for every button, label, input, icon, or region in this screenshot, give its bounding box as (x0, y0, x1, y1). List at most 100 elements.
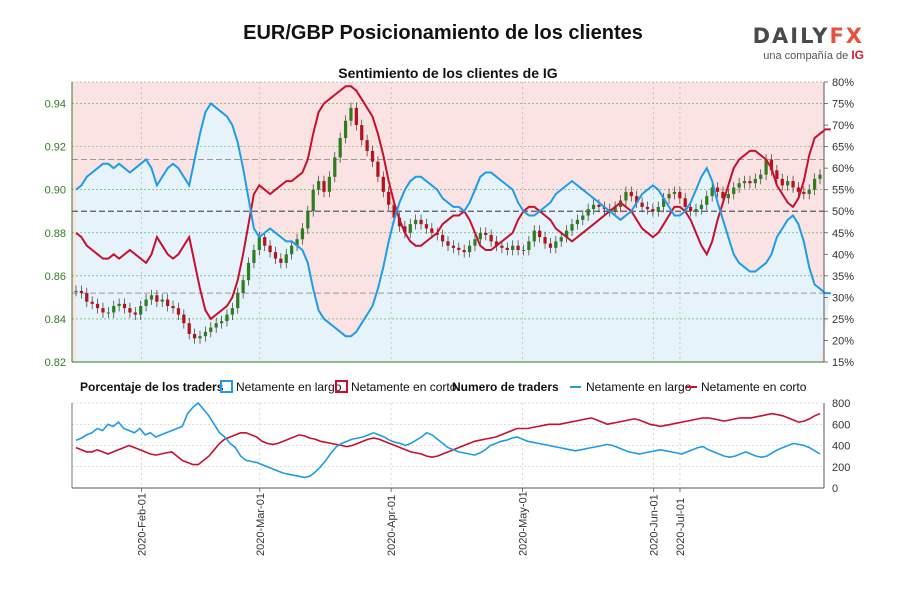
legend-pct-title: Porcentaje de los traders (80, 380, 224, 394)
candle-body (759, 174, 763, 179)
candle-body (290, 245, 294, 255)
trader-count-panel: 0 200 400 600 800 2020-Feb-01 2020-Mar-01 2020-… (71, 398, 850, 556)
candle-body (214, 323, 218, 328)
candle-body (742, 181, 747, 184)
candle-body (532, 230, 536, 242)
net-short-count-line (75, 412, 821, 466)
count-tick-label: 600 (832, 419, 850, 431)
candle-body (732, 187, 736, 194)
candle-body (176, 308, 181, 315)
candle-body (79, 290, 84, 294)
candle-body (128, 308, 132, 313)
candle-body (521, 250, 526, 251)
logo-word-b: FX (829, 24, 864, 48)
candle-body (484, 232, 488, 235)
candle-body (117, 303, 121, 306)
candle-body (166, 299, 170, 306)
candle-body (144, 299, 148, 306)
candle-body (715, 187, 720, 192)
candle-body (796, 187, 801, 192)
candle-body (370, 150, 375, 162)
candle-body (775, 170, 779, 179)
candle-body (802, 191, 806, 194)
pct-tick-label: 40% (832, 249, 854, 261)
candle-body (365, 140, 369, 151)
candle-body (300, 228, 305, 240)
candle-body (268, 245, 272, 253)
candle-body (252, 250, 256, 263)
candle-body (478, 232, 482, 240)
candle-body (591, 204, 596, 210)
date-tick-label: 2020-Jul-01 (675, 498, 687, 556)
candle-body (322, 181, 326, 192)
candle-body (279, 258, 283, 263)
candle-body (182, 314, 186, 324)
candle-body (192, 334, 197, 339)
candle-body (613, 206, 617, 212)
candle-body (548, 243, 553, 248)
legend-num-title: Numero de traders (452, 380, 559, 394)
date-tick-label: 2020-May-01 (517, 491, 529, 556)
candle-body (392, 204, 396, 218)
candle-body (769, 159, 774, 171)
candle-body (155, 295, 159, 302)
candle-body (230, 308, 234, 315)
candle-body (95, 303, 100, 309)
candle-body (597, 204, 601, 207)
candle-body (473, 239, 477, 246)
candle-body (581, 215, 585, 220)
net-short-pct-line (75, 85, 831, 321)
candle-body (694, 209, 698, 212)
date-tick-label: 2020-Apr-01 (386, 495, 398, 556)
candle-body (149, 295, 154, 300)
page-title: EUR/GBP Posicionamiento de los clientes (243, 22, 643, 44)
candle-body (90, 301, 94, 304)
candle-body (85, 293, 89, 302)
candle-body (494, 241, 499, 246)
candle-body (225, 314, 229, 322)
pct-tick-label: 35% (832, 271, 854, 283)
pct-tick-label: 45% (832, 228, 854, 240)
candle-body (564, 230, 569, 238)
candle-body (586, 209, 590, 216)
logo-tagline: una compañía de IG (763, 48, 864, 62)
candle-body (387, 191, 391, 205)
price-tick-label: 0.88 (45, 228, 66, 240)
dailyfx-logo[interactable]: DAILYFX una compañía de IG (752, 24, 870, 66)
pct-tick-label: 50% (832, 206, 854, 218)
candle-body (640, 202, 644, 207)
candle-body (807, 189, 811, 194)
candle-body (133, 312, 137, 315)
candle-body (171, 306, 175, 309)
candle-body (791, 181, 795, 188)
candle-body (424, 224, 429, 229)
candle-body (338, 138, 342, 158)
candle-body (419, 219, 423, 225)
candle-body (160, 299, 164, 302)
price-tick-label: 0.92 (45, 142, 66, 154)
candle-body (74, 290, 78, 292)
candle-body (440, 234, 445, 242)
candle-body (112, 306, 116, 313)
legend-pct-long-label: Netamente en largo (236, 380, 342, 394)
candle-body (635, 196, 639, 203)
candle-body (780, 178, 784, 186)
candle-body (559, 237, 563, 242)
pct-tick-label: 80% (832, 77, 854, 89)
candle-body (209, 327, 213, 332)
candle-body (219, 321, 224, 324)
pct-tick-label: 70% (832, 120, 854, 132)
candle-body (462, 250, 466, 253)
price-tick-label: 0.86 (45, 271, 66, 283)
candle-body (295, 239, 299, 246)
candle-body (187, 323, 191, 334)
candle-body (343, 120, 348, 138)
candle-body (662, 198, 666, 207)
count-tick-label: 0 (832, 483, 838, 495)
candle-body (446, 241, 450, 246)
candle-body (538, 230, 542, 238)
price-tick-label: 0.84 (45, 314, 66, 326)
candle-body (737, 183, 741, 188)
candle-body (101, 308, 105, 313)
candle-body (284, 254, 288, 263)
